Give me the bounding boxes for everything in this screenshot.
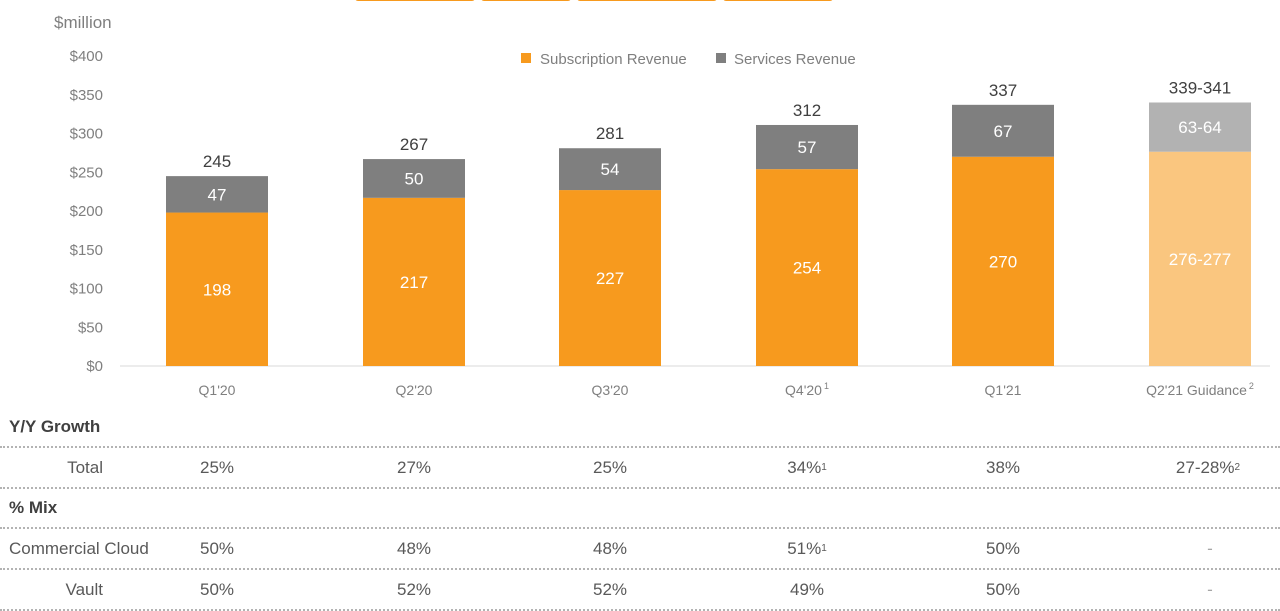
y-tick-label: $150 <box>70 242 103 259</box>
section-yy-growth: Y/Y Growth <box>0 408 1280 448</box>
bar-subscription <box>559 190 661 366</box>
y-tick-label: $300 <box>70 126 103 143</box>
y-axis-unit-label: $million <box>54 13 112 32</box>
metrics-table: Y/Y Growth Total 25% 27% 25% 34% 1 38% 27-28% 2 … <box>0 408 1280 611</box>
row-label: Commercial Cloud <box>9 538 149 558</box>
table-cell: 50% <box>199 579 235 599</box>
table-cell: 52% <box>396 579 432 599</box>
table-cell: 48% <box>592 538 628 558</box>
table-cell: 49% <box>789 579 825 599</box>
table-cell: 34% 1 <box>787 457 827 477</box>
bar-services <box>166 176 268 213</box>
title-fragment <box>355 0 955 4</box>
section-mix: % Mix <box>0 489 1280 529</box>
bar-services <box>559 148 661 191</box>
table-row-total: Total 25% 27% 25% 34% 1 38% 27-28% 2 <box>0 448 1280 489</box>
table-cell: 50% <box>985 579 1021 599</box>
table-cell: 27% <box>396 457 432 477</box>
data-label-total: 339-341 <box>1169 79 1231 98</box>
table-cell: 25% <box>199 457 235 477</box>
x-tick-label: Q4'20 1 <box>785 381 829 398</box>
bar-subscription <box>756 169 858 366</box>
y-tick-label: $100 <box>70 281 103 298</box>
row-label: Vault <box>65 579 104 599</box>
y-tick-label: $350 <box>70 87 103 104</box>
bar-services <box>363 159 465 198</box>
x-tick-label: Q2'21 Guidance 2 <box>1146 381 1254 398</box>
data-label-total: 267 <box>400 135 428 154</box>
data-label-total: 312 <box>793 101 821 120</box>
x-tick-label: Q1'21 <box>985 382 1022 398</box>
table-cell: - <box>1207 538 1213 558</box>
row-label: Total <box>67 457 103 477</box>
data-label-subscription: 217 <box>400 273 428 292</box>
bar-subscription <box>952 156 1054 366</box>
y-tick-label: $50 <box>78 319 103 336</box>
x-tick-label: Q2'20 <box>396 382 433 398</box>
bar-services <box>756 124 858 170</box>
table-row-commercial-cloud: Commercial Cloud 50% 48% 48% 51% 1 50% - <box>0 529 1280 570</box>
section-title-mix: % Mix <box>9 498 58 517</box>
y-tick-label: $250 <box>70 164 103 181</box>
table-cell: 52% <box>592 579 628 599</box>
data-label-services: 63-64 <box>1178 118 1221 137</box>
data-label-services: 54 <box>601 160 620 179</box>
data-label-services: 57 <box>798 138 817 157</box>
revenue-chart: $million Subscription Revenue Services R… <box>54 13 1270 398</box>
bar-services <box>952 104 1054 157</box>
table-cell: 38% <box>985 457 1021 477</box>
legend-label-subscription: Subscription Revenue <box>540 51 687 68</box>
section-title-growth: Y/Y Growth <box>9 417 101 436</box>
table-cell: 27-28% 2 <box>1175 457 1241 477</box>
bar-subscription <box>166 212 268 366</box>
legend: Subscription Revenue Services Revenue <box>521 51 856 68</box>
table-cell: 25% <box>592 457 628 477</box>
y-tick-label: $0 <box>86 358 103 375</box>
data-label-subscription: 198 <box>203 280 231 299</box>
table-cell: - <box>1207 579 1213 599</box>
x-axis: Q1'20 Q2'20 Q3'20 Q4'20 1 Q1'21 Q2'21 Guidance… <box>199 381 1254 398</box>
table-cell: 50% <box>985 538 1021 558</box>
bar-services <box>1149 102 1251 152</box>
data-label-subscription: 270 <box>989 252 1017 271</box>
legend-label-services: Services Revenue <box>734 51 856 68</box>
data-label-subscription: 276-277 <box>1169 250 1231 269</box>
bars: 198 47 245 217 50 267 227 54 281 254 57 312 270 67 337… <box>166 79 1251 366</box>
table-row-vault: Vault 50% 52% 52% 49% 50% - <box>0 570 1280 611</box>
data-label-services: 67 <box>994 122 1013 141</box>
bar-subscription <box>363 197 465 366</box>
table-cell: 51% 1 <box>787 538 827 558</box>
legend-swatch-subscription <box>521 53 531 63</box>
y-tick-label: $400 <box>70 48 103 65</box>
table-cell: 48% <box>396 538 432 558</box>
data-label-services: 47 <box>208 185 227 204</box>
data-label-total: 245 <box>203 152 231 171</box>
y-axis: $0 $50 $100 $150 $200 $250 $300 $350 $400 <box>70 48 103 375</box>
legend-swatch-services <box>716 53 726 63</box>
y-tick-label: $200 <box>70 203 103 220</box>
x-tick-label: Q3'20 <box>592 382 629 398</box>
data-label-subscription: 254 <box>793 259 821 278</box>
bar-subscription <box>1149 151 1251 366</box>
data-label-subscription: 227 <box>596 269 624 288</box>
x-tick-label: Q1'20 <box>199 382 236 398</box>
data-label-total: 281 <box>596 124 624 143</box>
data-label-services: 50 <box>405 169 424 188</box>
data-label-total: 337 <box>989 81 1017 100</box>
table-cell: 50% <box>199 538 235 558</box>
